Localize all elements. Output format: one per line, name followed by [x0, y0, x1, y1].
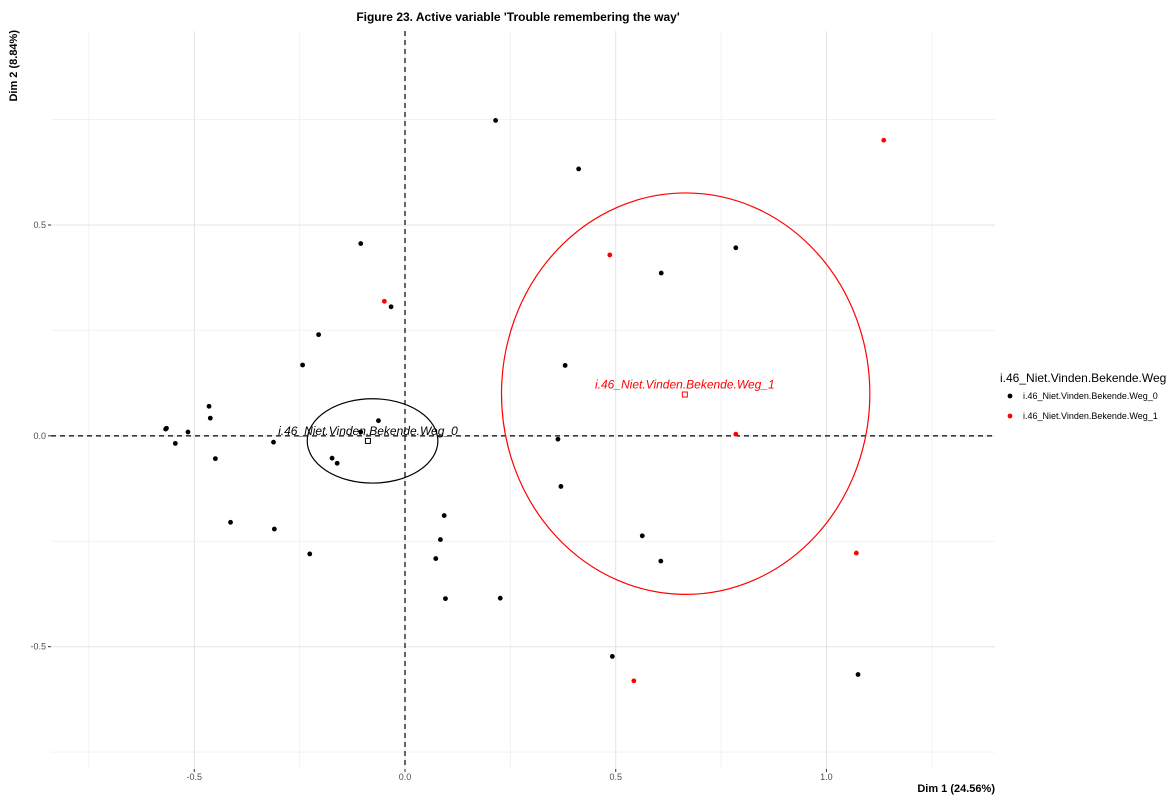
x-tick-label: -0.5: [187, 772, 203, 782]
data-point: [607, 252, 613, 258]
data-point: [658, 270, 664, 276]
centroid-label: i.46_Niet.Vinden.Bekende.Weg_1: [595, 378, 775, 392]
data-point: [855, 672, 861, 677]
data-point: [271, 439, 276, 445]
y-axis-ticks: -0.5 0.0 0.5: [30, 220, 51, 652]
data-point: [207, 415, 213, 421]
data-point: [228, 519, 233, 525]
data-point: [381, 298, 387, 304]
legend-title: i.46_Niet.Vinden.Bekende.Weg: [1000, 371, 1166, 385]
chart-title: Figure 23. Active variable 'Trouble reme…: [356, 10, 680, 24]
data-point: [733, 431, 739, 437]
x-tick-label: 1.0: [820, 772, 833, 782]
legend-label: i.46_Niet.Vinden.Bekende.Weg_0: [1023, 391, 1158, 401]
data-point: [388, 304, 394, 310]
minor-gridlines: [51, 31, 995, 769]
data-point: [271, 526, 277, 532]
data-point: [562, 363, 568, 368]
reference-lines: [51, 31, 995, 769]
data-point: [609, 654, 615, 659]
data-point: [733, 245, 739, 251]
centroid-label: i.46_Niet.Vinden.Bekende.Weg_0: [278, 424, 458, 438]
confidence-ellipse: [306, 398, 439, 484]
x-tick-label: 0.5: [609, 772, 622, 782]
legend-label: i.46_Niet.Vinden.Bekende.Weg_1: [1023, 411, 1158, 421]
data-point: [631, 678, 637, 684]
data-point: [438, 537, 443, 542]
legend: i.46_Niet.Vinden.Bekende.Weg i.46_Niet.V…: [1000, 371, 1166, 421]
data-point: [185, 429, 191, 435]
data-point: [497, 595, 503, 601]
x-tick-label: 0.0: [399, 772, 412, 782]
centroid-marker: [364, 437, 371, 444]
centroid-marker: [681, 391, 688, 398]
y-tick-label: -0.5: [30, 642, 46, 652]
data-point: [163, 426, 169, 432]
y-axis-label: Dim 2 (8.84%): [8, 30, 20, 102]
data-point: [212, 456, 218, 462]
data-point: [307, 551, 313, 557]
data-point: [358, 429, 364, 435]
data-point: [853, 550, 859, 556]
y-tick-label: 0.5: [33, 220, 46, 230]
data-point: [639, 533, 645, 539]
data-point: [658, 558, 664, 564]
data-point: [329, 455, 335, 461]
data-point: [443, 596, 448, 602]
data-point: [881, 137, 887, 143]
y-tick-label: 0.0: [33, 431, 46, 441]
category-centroids: i.46_Niet.Vinden.Bekende.Weg_0 i.46_Niet.…: [278, 378, 775, 444]
data-point: [576, 166, 582, 172]
legend-swatch: [1007, 393, 1013, 399]
data-point: [334, 460, 340, 466]
data-point: [441, 513, 447, 518]
data-point: [172, 441, 178, 446]
confidence-ellipse: [500, 192, 871, 596]
data-point: [433, 556, 439, 561]
data-point: [558, 484, 564, 489]
legend-swatch: [1007, 413, 1013, 419]
data-points: [163, 118, 887, 684]
plot-panel: [51, 31, 995, 769]
x-axis-label: Dim 1 (24.56%): [917, 783, 995, 795]
data-point: [555, 436, 561, 442]
x-axis-ticks: -0.5 0.0 0.5 1.0: [187, 769, 833, 782]
data-point: [206, 403, 212, 409]
confidence-ellipses: [306, 192, 871, 596]
data-point: [493, 118, 499, 123]
legend-items: i.46_Niet.Vinden.Bekende.Weg_0 i.46_Niet.…: [1007, 391, 1158, 421]
data-point: [300, 362, 305, 368]
data-point: [376, 418, 381, 424]
data-point: [358, 241, 364, 246]
data-point: [316, 332, 322, 338]
